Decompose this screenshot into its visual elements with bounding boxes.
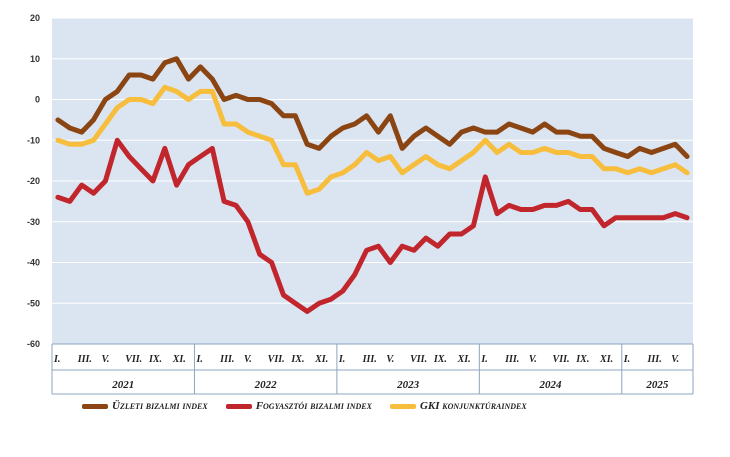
x-tick-label: III.	[647, 354, 662, 365]
x-tick-label: VII.	[553, 354, 570, 365]
x-tick-label: VII.	[410, 354, 427, 365]
legend-label-business: Üzleti bizalmi index	[112, 400, 208, 412]
x-tick-label: IX.	[148, 354, 162, 365]
x-tick-label: XI.	[314, 354, 328, 365]
year-label: 2025	[645, 379, 669, 391]
series-lines	[55, 56, 690, 314]
y-tick-label: -50	[27, 298, 40, 308]
x-tick-label: XI.	[172, 354, 186, 365]
y-tick-label: -60	[27, 339, 40, 349]
x-tick-label: VII.	[125, 354, 142, 365]
x-tick-label: III.	[77, 354, 92, 365]
series-line-0	[55, 56, 690, 159]
year-label: 2021	[111, 379, 134, 391]
legend-swatch-consumer	[225, 403, 252, 409]
x-tick-label: XI.	[457, 354, 471, 365]
legend-item-gki: GKI konjunktúraindex	[389, 400, 527, 412]
y-tick-label: 0	[35, 95, 40, 105]
line-chart: 20 10 0 -10 -20 -30 -40 -50 -60 I. III. V. VII. IX. X…	[27, 13, 694, 395]
legend-swatch-business	[82, 403, 108, 409]
x-tick-label: V.	[529, 354, 537, 365]
x-tick-label: V.	[671, 354, 679, 365]
y-tick-label: -40	[27, 258, 40, 268]
x-tick-label: I.	[53, 354, 60, 365]
legend-label-gki: GKI konjunktúraindex	[419, 400, 527, 412]
legend: Üzleti bizalmi index Fogyasztói bizalmi …	[82, 400, 545, 412]
legend-label-consumer: Fogyasztói bizalmi index	[255, 400, 372, 412]
x-tick-label: VII.	[268, 354, 285, 365]
x-tick-label: V.	[386, 354, 394, 365]
series-line-2	[55, 84, 690, 196]
x-tick-label: IX.	[433, 354, 447, 365]
x-tick-label: IX.	[290, 354, 304, 365]
legend-item-consumer: Fogyasztói bizalmi index	[225, 400, 372, 412]
x-axis: I. III. V. VII. IX. XI. I. III. V. VII. IX. XI. I. II…	[51, 343, 694, 395]
year-label: 2023	[396, 379, 420, 391]
x-tick-label: IX.	[575, 354, 589, 365]
x-tick-label: III.	[219, 354, 234, 365]
y-tick-label: -20	[27, 176, 40, 186]
x-tick-label: XI.	[599, 354, 613, 365]
series-line-1	[55, 137, 690, 314]
y-axis: 20 10 0 -10 -20 -30 -40 -50 -60	[27, 13, 40, 349]
legend-item-business: Üzleti bizalmi index	[82, 400, 208, 412]
x-tick-label: III.	[362, 354, 377, 365]
x-tick-label: I.	[338, 354, 345, 365]
year-label: 2022	[254, 379, 278, 391]
x-tick-label: I.	[195, 354, 202, 365]
x-tick-label: I.	[623, 354, 630, 365]
legend-swatch-gki	[389, 403, 416, 409]
year-label: 2024	[539, 379, 563, 391]
y-tick-label: 10	[30, 54, 40, 64]
y-tick-label: -10	[27, 135, 40, 145]
x-tick-label: V.	[101, 354, 109, 365]
y-tick-label: -30	[27, 217, 40, 227]
x-tick-label: V.	[244, 354, 252, 365]
y-tick-label: 20	[30, 13, 40, 23]
x-tick-label: I.	[480, 354, 487, 365]
x-tick-label: III.	[504, 354, 519, 365]
